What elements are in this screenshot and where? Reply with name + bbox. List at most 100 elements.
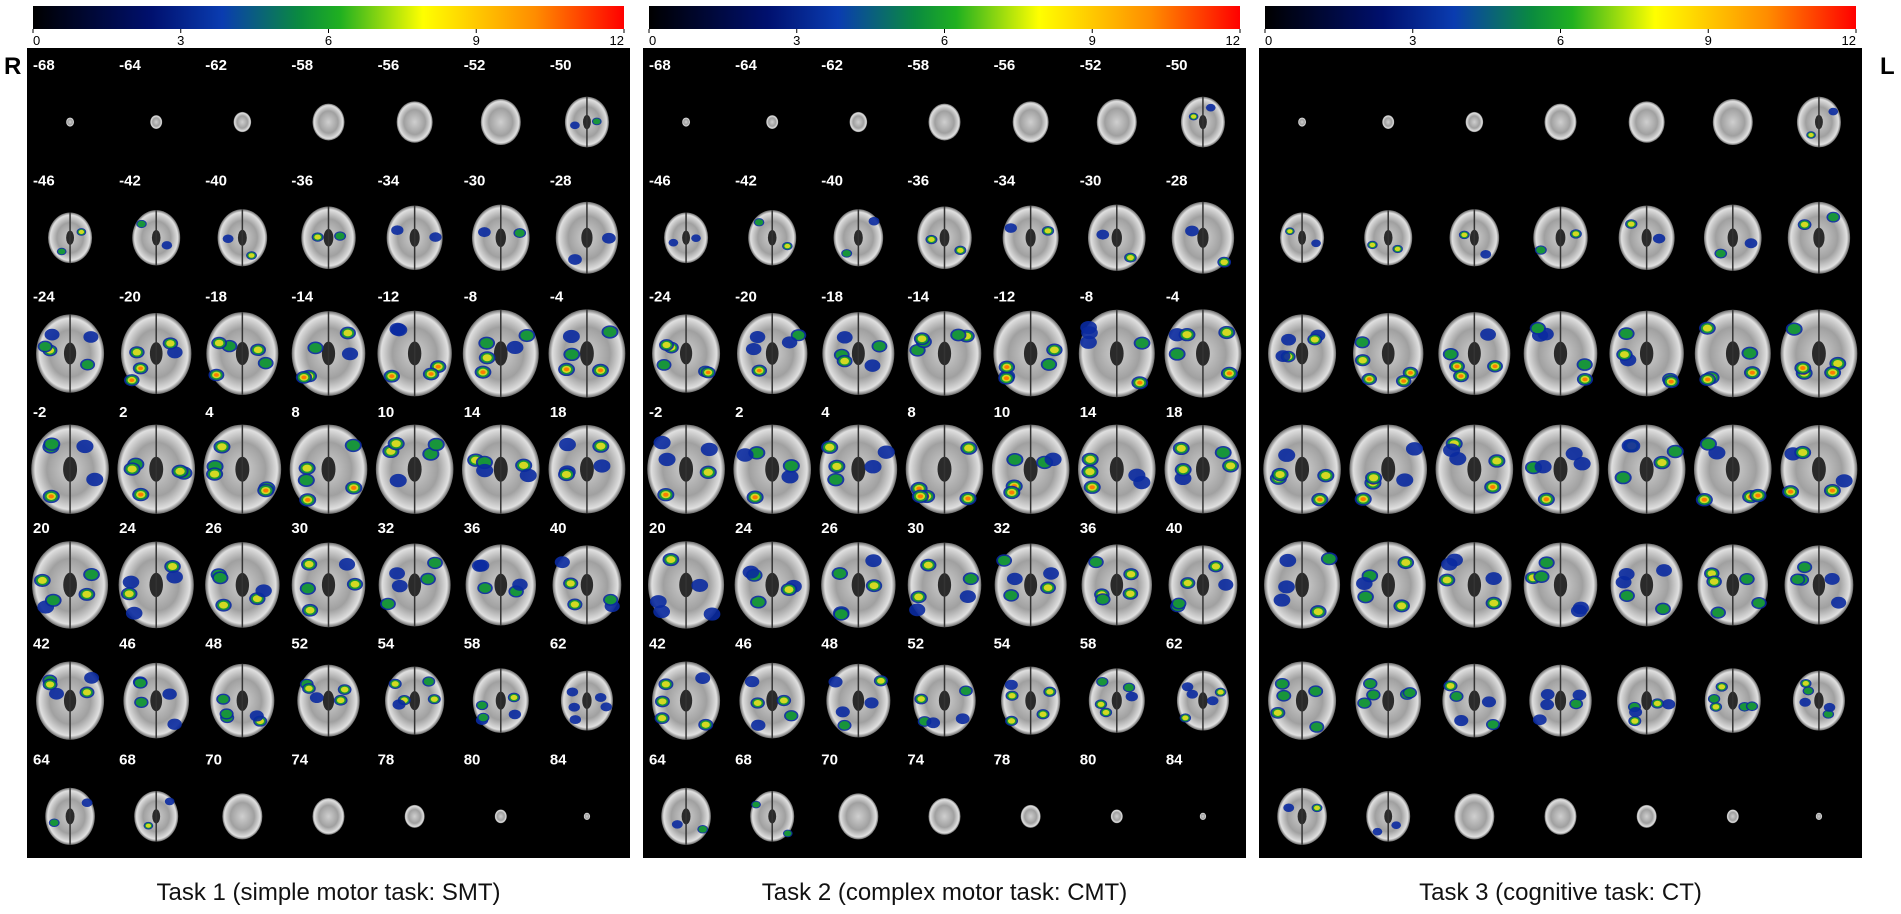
activation-blob [1442,576,1452,584]
activation-blob [1364,679,1376,689]
activation-blob [671,820,683,829]
activation-blob [917,335,927,343]
activation-blob [1572,689,1587,701]
activation-blob [1190,114,1197,119]
slice-label: -8 [464,288,477,305]
activation-blob [1799,697,1811,707]
slice-label: -30 [1080,173,1102,190]
activation-blob [1217,689,1224,695]
brain-slice [1382,115,1395,129]
slice-label: 30 [907,520,924,537]
slice-label: 40 [1166,520,1183,537]
colorbar [33,6,624,29]
activation-blob [1454,715,1469,727]
activation-blob [1747,702,1757,710]
activation-blob [129,378,135,382]
activation-blob [604,595,617,605]
activation-blob [391,440,401,448]
slice-label: 62 [1166,636,1183,653]
activation-blob [1540,699,1555,711]
activation-blob [1182,715,1189,721]
activation-blob [213,572,227,583]
panel-caption: Task 3 (cognitive task: CT) [1419,879,1702,906]
activation-blob [602,232,616,244]
panel-caption: Task 1 (simple motor task: SMT) [156,879,500,906]
brain-slice [1280,212,1325,264]
activation-blob [1532,714,1547,726]
activation-blob [784,586,794,593]
brain-slice [1353,313,1424,394]
slice-label: 10 [994,404,1011,421]
activation-blob [81,798,93,807]
activation-blob [1004,223,1017,233]
activation-blob [301,583,315,594]
activation-blob [781,336,798,349]
activation-blob [842,250,851,257]
brain-slice [123,662,190,739]
slice-label: -36 [291,173,313,190]
activation-blob [1396,473,1414,487]
slice-label: -62 [821,57,843,74]
brain-slice [117,424,196,514]
slice-label: 18 [1166,404,1183,421]
brain-slice [1544,797,1577,835]
activation-blob [391,681,399,687]
activation-blob [1408,371,1413,375]
brain-slice [31,424,109,514]
activation-blob [1049,346,1059,354]
activation-blob [1615,576,1632,589]
slice-label: -28 [550,173,572,190]
slice-label: 46 [119,636,136,653]
activation-blob [1367,690,1379,700]
activation-blob [916,486,922,491]
activation-blob [1573,457,1591,471]
activation-blob [1490,484,1496,489]
brain-slice [1164,309,1242,398]
slice-label: 80 [1080,751,1097,768]
brain-outline [583,812,591,821]
activation-blob [1183,579,1192,587]
activation-blob [1008,454,1022,465]
activation-blob [1176,444,1186,452]
brain-outline [1110,809,1123,824]
activation-blob [1356,337,1369,347]
activation-blob [1536,246,1546,254]
slice-label: 62 [550,636,567,653]
activation-blob [477,701,487,709]
activation-blob [833,568,847,579]
slice-label: 8 [907,404,915,421]
brain-slice [648,541,725,629]
brain-slice [1694,309,1771,398]
activation-blob [695,672,711,684]
slice-label: -42 [119,173,141,190]
activation-blob [653,605,670,619]
activation-blob [1358,698,1371,708]
brain-slice [849,111,868,133]
activation-blob [1449,451,1467,466]
brain-slice [404,804,425,828]
activation-blob [480,370,486,375]
activation-blob [346,440,360,451]
brain-slice [32,541,109,629]
brain-slice [734,541,810,629]
slice-label: 68 [119,751,136,768]
slice-label: 40 [550,520,567,537]
brain-slice [1792,670,1845,731]
activation-blob [923,561,933,569]
activation-blob [836,331,853,344]
activation-blob [1102,709,1110,715]
activation-blob [649,595,667,609]
slice-label: -42 [735,173,757,190]
activation-blob [39,342,51,352]
activation-blob [164,797,175,806]
activation-blob [597,368,604,373]
brain-outline [396,101,433,143]
activation-blob [1461,232,1468,238]
activation-blob [957,247,964,253]
activation-blob [1097,701,1105,707]
slice-label: 78 [378,751,395,768]
activation-blob [600,702,612,712]
slice-label: -8 [1080,288,1093,305]
activation-blob [1572,231,1580,237]
activation-blob [519,468,537,483]
